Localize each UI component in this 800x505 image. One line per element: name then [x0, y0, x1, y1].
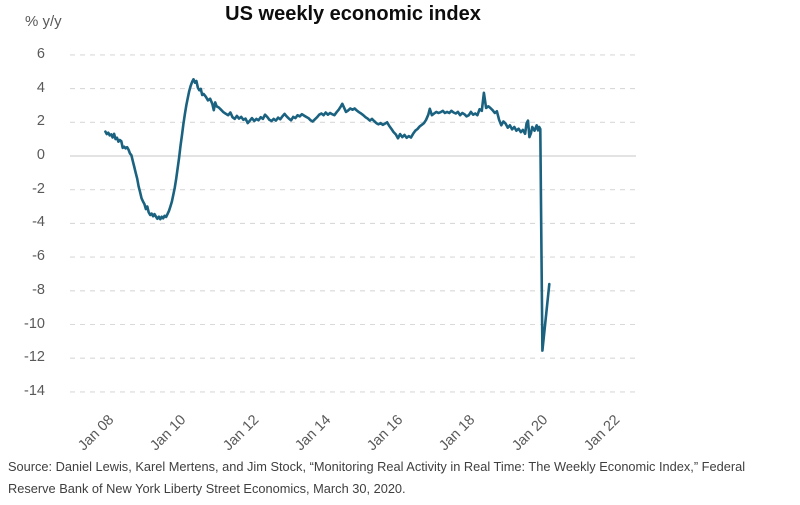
y-tick-label-6: 6 — [36, 46, 45, 62]
y-tick-label--14: -14 — [24, 383, 45, 399]
y-tick-label--10: -10 — [24, 316, 45, 332]
y-tick-label-0: 0 — [36, 147, 45, 163]
source-note-line2: Reserve Bank of New York Liberty Street … — [8, 481, 406, 496]
source-note: Source: Daniel Lewis, Karel Mertens, and… — [8, 456, 796, 500]
y-tick-label--8: -8 — [32, 282, 45, 298]
wei-series-line — [104, 78, 551, 352]
y-tick-label-2: 2 — [36, 113, 45, 129]
y-tick-label--2: -2 — [32, 181, 45, 197]
y-tick-label--4: -4 — [32, 214, 45, 230]
y-tick-label--6: -6 — [32, 248, 45, 264]
chart-title: US weekly economic index — [225, 3, 481, 25]
y-tick-label--12: -12 — [24, 349, 45, 365]
source-note-line1: Source: Daniel Lewis, Karel Mertens, and… — [8, 459, 746, 474]
y-tick-label-4: 4 — [36, 80, 45, 96]
y-axis-unit-label: % y/y — [25, 13, 62, 30]
